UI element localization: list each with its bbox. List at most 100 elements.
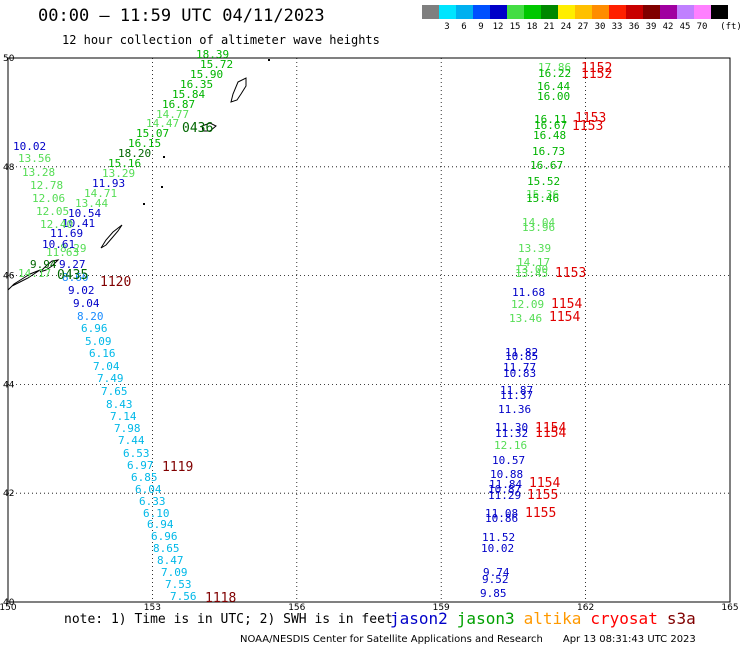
- color-scale-label: 36: [628, 22, 640, 32]
- wave-height-label: 11.36: [498, 403, 531, 416]
- pass-time-label: 0435: [57, 268, 88, 283]
- wave-height-label: 16.48: [533, 129, 566, 142]
- wave-height-label: 16.44: [537, 80, 570, 93]
- wave-height-label: 5.09: [85, 335, 112, 348]
- wave-height-label: 13.00: [515, 263, 548, 276]
- wave-height-label: 11.08: [485, 507, 518, 520]
- wave-height-label: 14.17: [18, 267, 51, 280]
- pass-time-label: 1120: [100, 275, 131, 290]
- wave-height-label: 7.53: [165, 578, 192, 591]
- color-swatch: [677, 5, 694, 19]
- color-swatch: [660, 5, 677, 19]
- pass-time-label: 1152: [581, 61, 612, 76]
- wave-height-label: 9.74: [483, 566, 510, 579]
- color-swatch: [524, 5, 541, 19]
- color-scale-label: 21: [543, 22, 555, 32]
- satellite-legend: jason2 jason3 altika cryosat s3a: [390, 609, 705, 628]
- wave-height-label: 15.52: [527, 175, 560, 188]
- coastline-islands: [7, 59, 270, 291]
- axis-tick-labels: 150 153 156 159 162 165 40 42 44 46 48 50: [0, 54, 739, 610]
- wave-height-label: 10.57: [492, 454, 525, 467]
- islet-3: [161, 186, 163, 188]
- color-swatch: [711, 5, 728, 19]
- wave-height-label: 12.78: [30, 179, 63, 192]
- legend-jason3: jason3: [456, 609, 515, 628]
- wave-height-label: 8.47: [157, 554, 184, 567]
- color-scale-label: 70: [696, 22, 708, 32]
- wave-height-label: 16.22: [538, 67, 571, 80]
- wave-height-label: 10.61: [42, 238, 75, 251]
- wave-height-label: 11.84: [489, 478, 522, 491]
- color-scale-label: 33: [611, 22, 623, 32]
- wave-height-label: 14.47: [146, 117, 179, 130]
- pass-time-label: 1152: [581, 67, 612, 82]
- color-scale-label: 39: [645, 22, 657, 32]
- wave-height-label: 8.43: [106, 398, 133, 411]
- pass-time-label: 1154: [551, 297, 582, 312]
- wave-height-label: 13.45: [515, 267, 548, 280]
- islet-4: [143, 203, 145, 205]
- wave-height-label: 6.53: [123, 447, 150, 460]
- chart-subtitle: 12 hour collection of altimeter wave hei…: [62, 33, 380, 47]
- pass-time-label: 1155: [527, 488, 558, 503]
- island-3: [100, 224, 123, 249]
- color-swatch: [456, 5, 473, 19]
- wave-height-label: 15.46: [526, 192, 559, 205]
- wave-height-label: 9.02: [68, 284, 95, 297]
- color-scale-label: 45: [679, 22, 691, 32]
- wave-height-label: 7.65: [101, 385, 128, 398]
- wave-height-label: 6.96: [151, 530, 178, 543]
- lat-tick-label: 42: [3, 489, 14, 499]
- wave-height-label: 8.65: [153, 542, 180, 555]
- color-scale-label: 3: [444, 22, 450, 32]
- wave-height-label: 14.17: [517, 256, 550, 269]
- color-swatch: [575, 5, 592, 19]
- pass-time-label: 1153: [575, 111, 606, 126]
- color-scale-label: 30: [594, 22, 606, 32]
- wave-height-label: 10.54: [68, 207, 101, 220]
- wave-height-label: 11.87: [500, 384, 533, 397]
- wave-height-label: 12.16: [494, 439, 527, 452]
- wave-height-values: 18.3915.7215.9016.3515.8416.8714.7714.47…: [13, 48, 571, 603]
- wave-height-label: 16.67: [530, 159, 563, 172]
- wave-height-label: 16.67: [534, 119, 567, 132]
- pass-time-label: 1153: [555, 266, 586, 281]
- wave-height-label: 7.49: [97, 372, 124, 385]
- pass-time-label: 1154: [535, 426, 566, 441]
- color-scale-label: 12: [492, 22, 504, 32]
- lat-tick-label: 48: [3, 163, 15, 173]
- color-swatch: [592, 5, 609, 19]
- wave-height-label: 6.33: [139, 495, 166, 508]
- color-swatch: [609, 5, 626, 19]
- wave-height-label: 13.56: [18, 152, 51, 165]
- wave-height-label: 6.96: [81, 322, 108, 335]
- wave-height-label: 8.20: [77, 310, 104, 323]
- wave-height-label: 7.09: [161, 566, 188, 579]
- wave-height-label: 7.56: [170, 590, 197, 603]
- color-swatch: [507, 5, 524, 19]
- wave-height-label: 11.52: [482, 531, 515, 544]
- wave-height-label: 9.94: [30, 258, 57, 271]
- wave-height-label: 6.85: [131, 471, 158, 484]
- legend-jason2: jason2: [390, 609, 448, 628]
- wave-height-label: 18.39: [196, 48, 229, 61]
- wave-height-label: 9.85: [480, 587, 507, 600]
- lat-tick-label: 46: [3, 272, 15, 282]
- wave-height-label: 11.82: [505, 346, 538, 359]
- wave-height-label: 9.27: [59, 258, 86, 271]
- chart-title: 00:00 — 11:59 UTC 04/11/2023: [38, 6, 325, 26]
- wave-height-label: 7.44: [118, 434, 145, 447]
- wave-height-label: 11.32: [495, 427, 528, 440]
- wave-height-label: 15.07: [136, 127, 169, 140]
- legend-s3a: s3a: [666, 609, 696, 628]
- wave-height-label: 12.40: [40, 218, 73, 231]
- lon-tick-label: 156: [288, 603, 305, 610]
- wave-height-label: 13.44: [75, 197, 108, 210]
- wave-height-label: 7.04: [93, 360, 120, 373]
- color-scale-label: 6: [461, 22, 467, 32]
- color-scale-unit: (ft): [720, 22, 740, 32]
- lat-tick-label: 44: [3, 380, 15, 390]
- color-swatch: [541, 5, 558, 19]
- footnote: note: 1) Time is in UTC; 2) SWH is in fe…: [64, 612, 393, 627]
- color-swatch: [643, 5, 660, 19]
